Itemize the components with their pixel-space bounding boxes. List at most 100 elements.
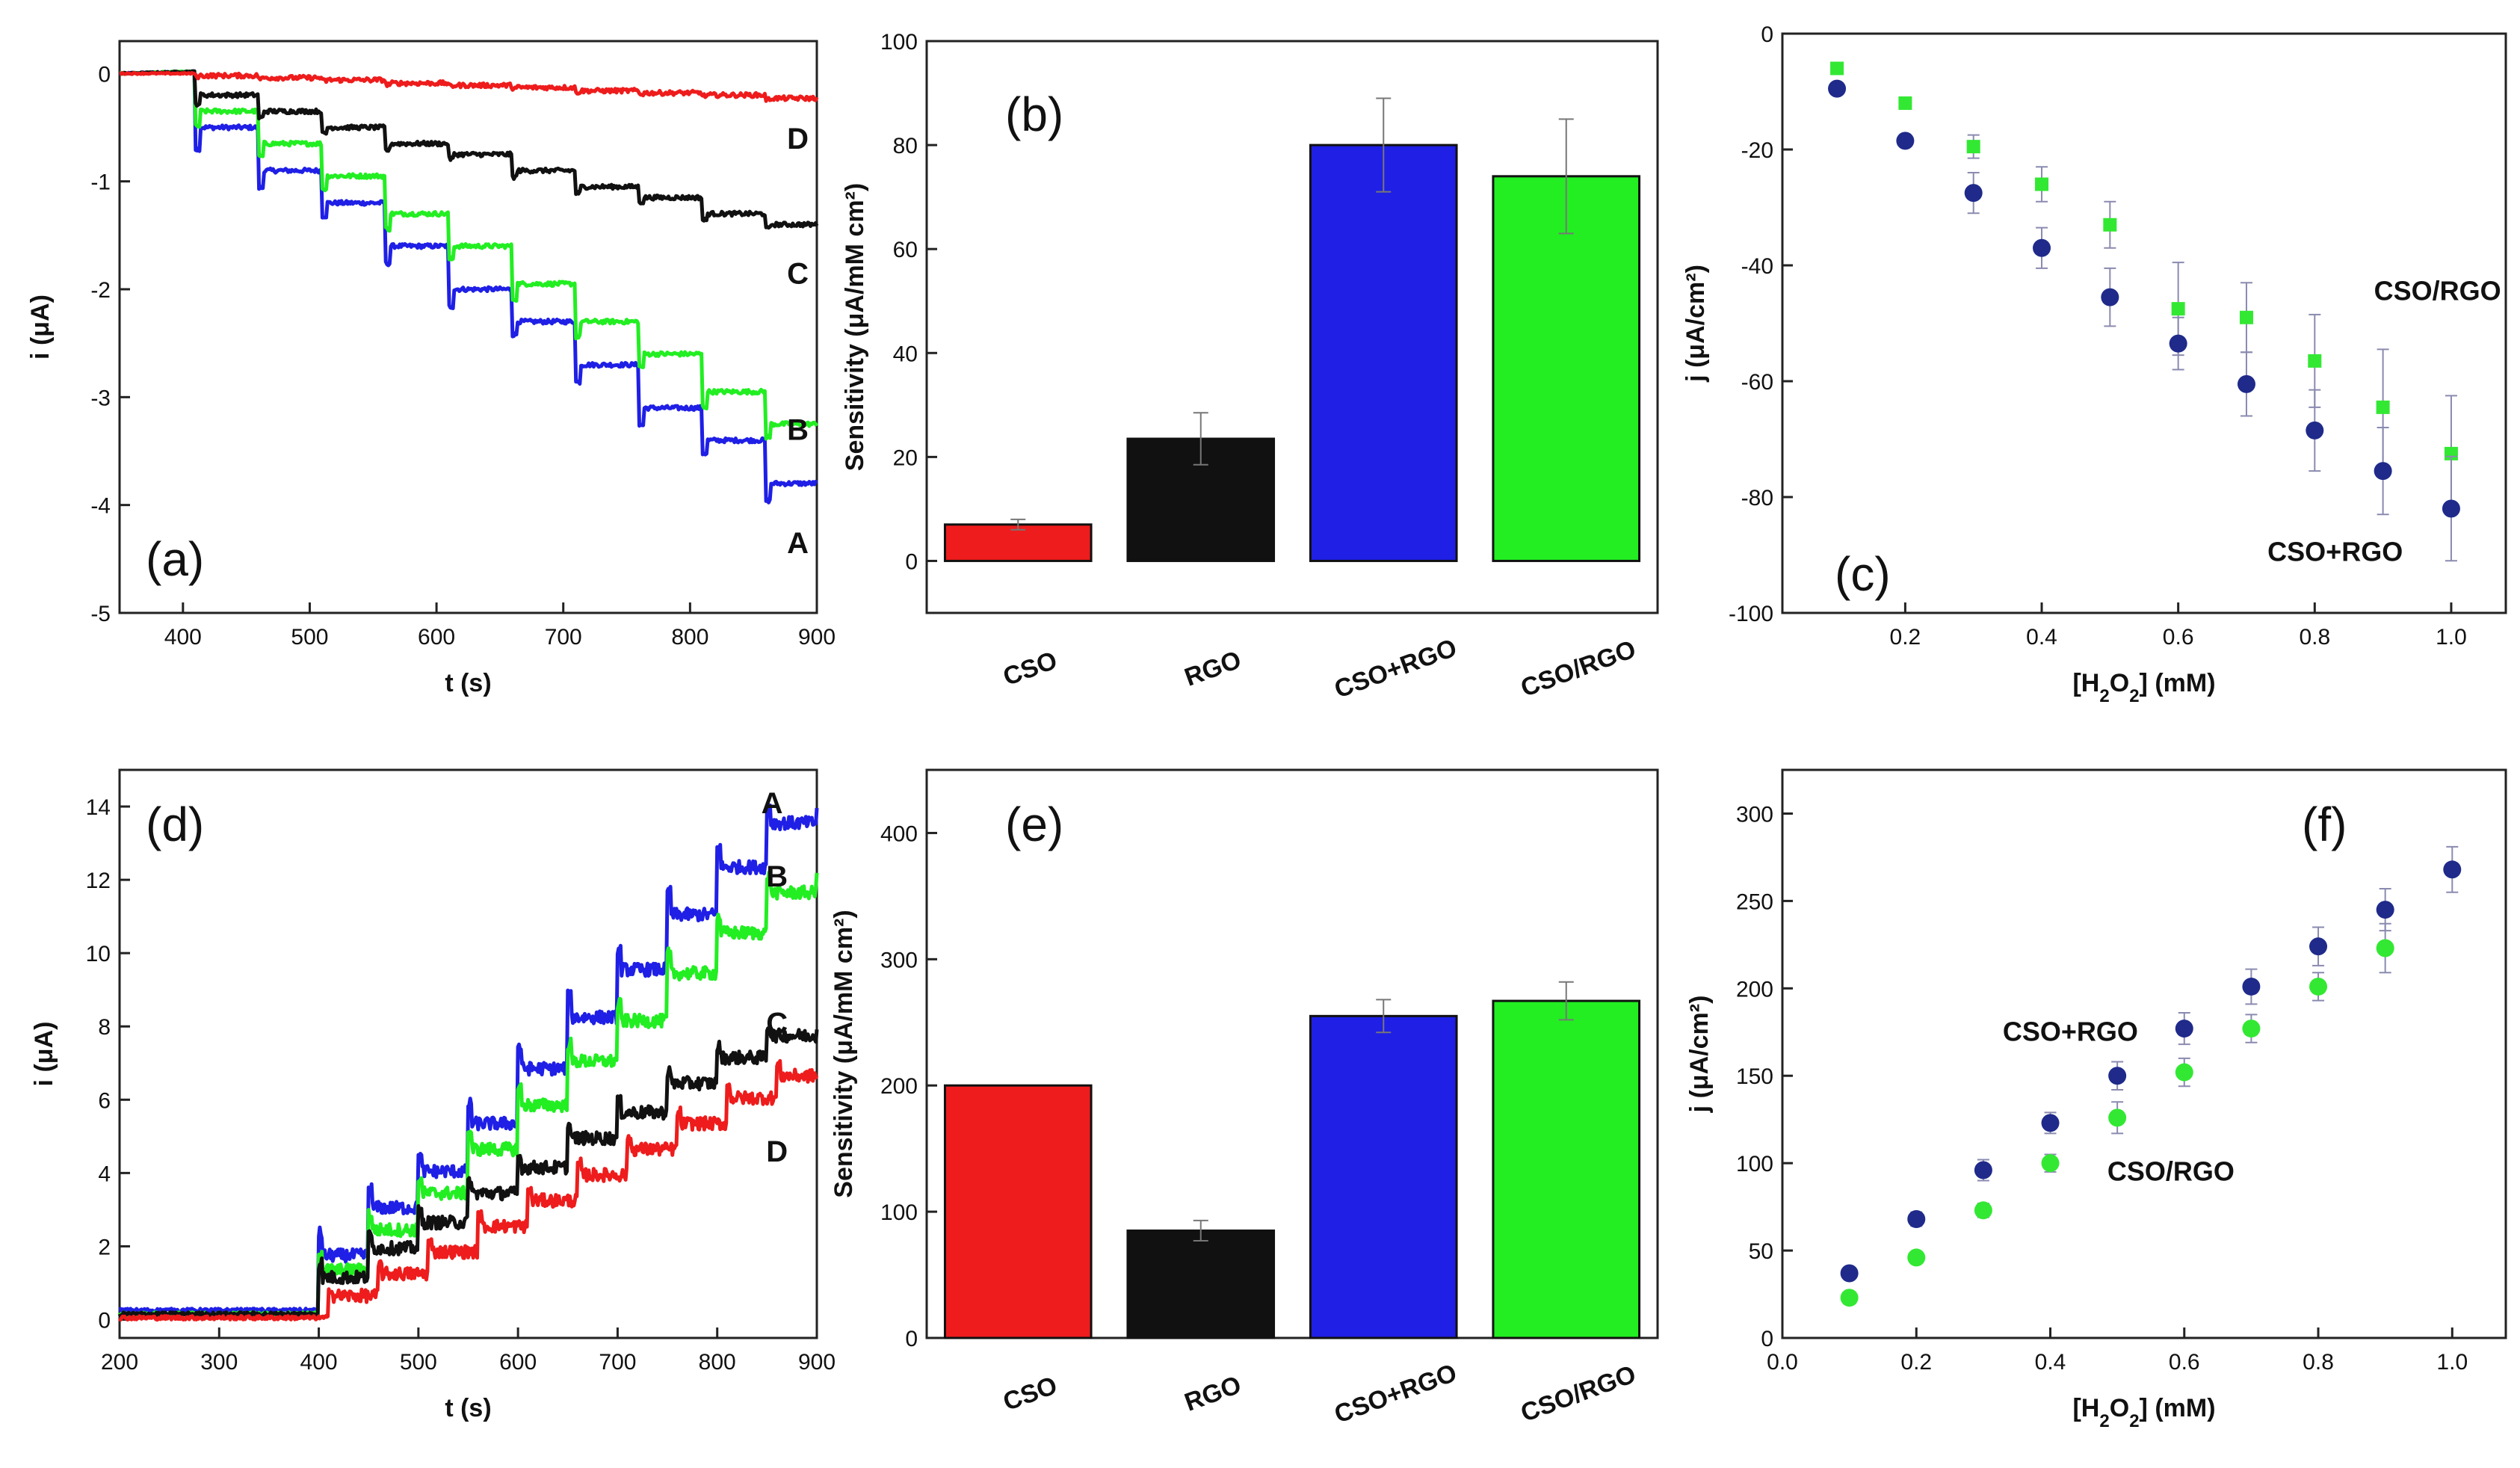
bar-CSO/RGO — [1492, 999, 1641, 1339]
panel-label: (e) — [1005, 798, 1063, 851]
y-tick-label: 80 — [893, 134, 918, 158]
x-tick-label: 0.8 — [2299, 625, 2330, 650]
plot-frame — [118, 40, 818, 614]
y-tick-label: 8 — [98, 1015, 111, 1040]
point-CSO+RGO — [1896, 132, 1915, 150]
point-CSO/RGO — [2308, 354, 2322, 368]
x-tick-label: 200 — [101, 1350, 138, 1375]
point-CSO/RGO — [2171, 302, 2185, 316]
point-CSO+RGO — [1828, 79, 1847, 98]
y-tick-label: -3 — [90, 386, 111, 410]
x-tick-label: 0.2 — [1890, 625, 1921, 650]
plot-frame — [1781, 32, 2507, 614]
series-annotation: CSO+RGO — [2003, 1016, 2138, 1046]
y-axis-label: i (μA) — [30, 1022, 58, 1087]
y-tick-label: -2 — [90, 278, 111, 303]
y-tick-label: 100 — [1736, 1152, 1773, 1176]
y-tick-label: 14 — [86, 795, 111, 820]
x-tick-label: 700 — [545, 625, 582, 650]
y-tick-label: 300 — [880, 948, 918, 972]
y-tick-label: 4 — [98, 1162, 111, 1186]
panel-d: 0 2 4 6 8 10 12 14 200 300 400 500 600 700 800 900 A B C Di… — [30, 768, 836, 1422]
y-tick-label: 40 — [893, 342, 918, 366]
panel-label: (d) — [146, 798, 204, 851]
x-tick-label: 700 — [599, 1350, 636, 1375]
series-line-B — [119, 69, 819, 441]
series-line-D — [119, 71, 819, 103]
bar-RGO — [1126, 1229, 1276, 1339]
x-tick-label: 600 — [418, 625, 455, 650]
point-CSO+RGO — [1964, 184, 1983, 203]
bar-CSO — [943, 1084, 1093, 1339]
point-CSO+RGO — [1907, 1209, 1926, 1228]
x-tick-label: 900 — [798, 1350, 836, 1375]
point-CSO/RGO — [2239, 310, 2253, 324]
x-tick-label: 400 — [300, 1350, 338, 1375]
point-CSO+RGO — [2108, 1067, 2127, 1085]
curve-label: B — [766, 860, 788, 893]
panel-label: (c) — [1835, 547, 1891, 601]
point-CSO+RGO — [1974, 1161, 1992, 1179]
point-CSO/RGO — [1840, 1289, 1859, 1307]
y-tick-label: 200 — [1736, 977, 1773, 1002]
y-axis-label: j (μA/cm²) — [1685, 996, 1714, 1114]
point-CSO/RGO — [2376, 939, 2394, 957]
x-tick-label: 800 — [699, 1350, 736, 1375]
category-label: CSO+RGO — [1331, 1359, 1461, 1429]
y-tick-label: 250 — [1736, 889, 1773, 914]
x-tick-label: 500 — [291, 625, 328, 650]
x-tick-label: 0.4 — [2035, 1350, 2066, 1375]
y-tick-label: 100 — [880, 1200, 918, 1225]
y-tick-label: 50 — [1749, 1239, 1773, 1264]
x-tick-label: 400 — [164, 625, 202, 650]
x-tick-label: 600 — [499, 1350, 537, 1375]
y-tick-label: -40 — [1741, 254, 1773, 279]
point-CSO/RGO — [1830, 61, 1844, 75]
point-CSO+RGO — [2041, 1114, 2060, 1132]
series-line-A — [119, 69, 818, 505]
y-tick-label: 0 — [98, 1308, 111, 1333]
plot-frame — [1781, 768, 2507, 1339]
panel-label: (b) — [1005, 87, 1063, 141]
y-tick-label: -20 — [1741, 138, 1773, 163]
plot-frame — [925, 40, 1659, 614]
point-CSO/RGO — [2175, 1063, 2193, 1082]
y-tick-label: 20 — [893, 445, 918, 470]
point-CSO/RGO — [2309, 977, 2328, 996]
y-axis-label: Sensitivity (μA/mM cm²) — [830, 910, 858, 1197]
panel-b: 0 20 40 60 80 100 CSO RGO CSO+RGO CSO/RGO Sensitiv… — [841, 30, 1659, 704]
y-axis-label: Sensitivity (μA/mM cm²) — [841, 183, 869, 471]
x-tick-label: 0.0 — [1767, 1350, 1798, 1375]
point-CSO/RGO — [1974, 1201, 1992, 1220]
category-label: CSO — [999, 646, 1060, 691]
category-label: CSO — [999, 1371, 1060, 1416]
panel-a: 0 -1 -2 -3 -4 -5 400 500 600 700 800 900 A B C Di (μA) t… — [26, 40, 836, 697]
y-tick-label: 0 — [905, 549, 918, 574]
plot-frame — [925, 768, 1659, 1339]
y-tick-label: 0 — [1761, 22, 1773, 47]
x-axis-label: [H2O2] (mM) — [2072, 669, 2215, 706]
panel-f: 0 50 100 150 200 250 300 0.0 0.2 0.4 0.6 0.8 1.0 CSO+… — [1685, 768, 2507, 1431]
point-CSO+RGO — [2374, 462, 2392, 481]
category-label: CSO/RGO — [1517, 635, 1640, 703]
x-tick-label: 300 — [200, 1350, 238, 1375]
series-line-D — [118, 1058, 819, 1322]
series-line-C — [119, 69, 819, 230]
y-tick-label: -5 — [90, 602, 111, 626]
y-tick-label: 6 — [98, 1088, 111, 1113]
plot-frame — [118, 768, 818, 1339]
panel-e: 0 100 200 300 400 CSO RGO CSO+RGO CSO/RGO Sensiti… — [830, 768, 1659, 1429]
y-tick-label: -80 — [1741, 486, 1773, 511]
x-tick-label: 0.8 — [2303, 1350, 2334, 1375]
y-axis-label: j (μA/cm²) — [1681, 265, 1710, 383]
point-CSO+RGO — [2309, 937, 2328, 956]
x-axis-label: t (s) — [445, 669, 491, 697]
curve-label: D — [787, 123, 809, 155]
y-tick-label: 150 — [1736, 1064, 1773, 1089]
y-tick-label: 10 — [86, 942, 111, 966]
series-annotation: CSO/RGO — [2374, 276, 2501, 306]
x-tick-label: 900 — [798, 625, 836, 650]
category-label: RGO — [1181, 1371, 1245, 1417]
panel-label: (a) — [146, 532, 204, 586]
